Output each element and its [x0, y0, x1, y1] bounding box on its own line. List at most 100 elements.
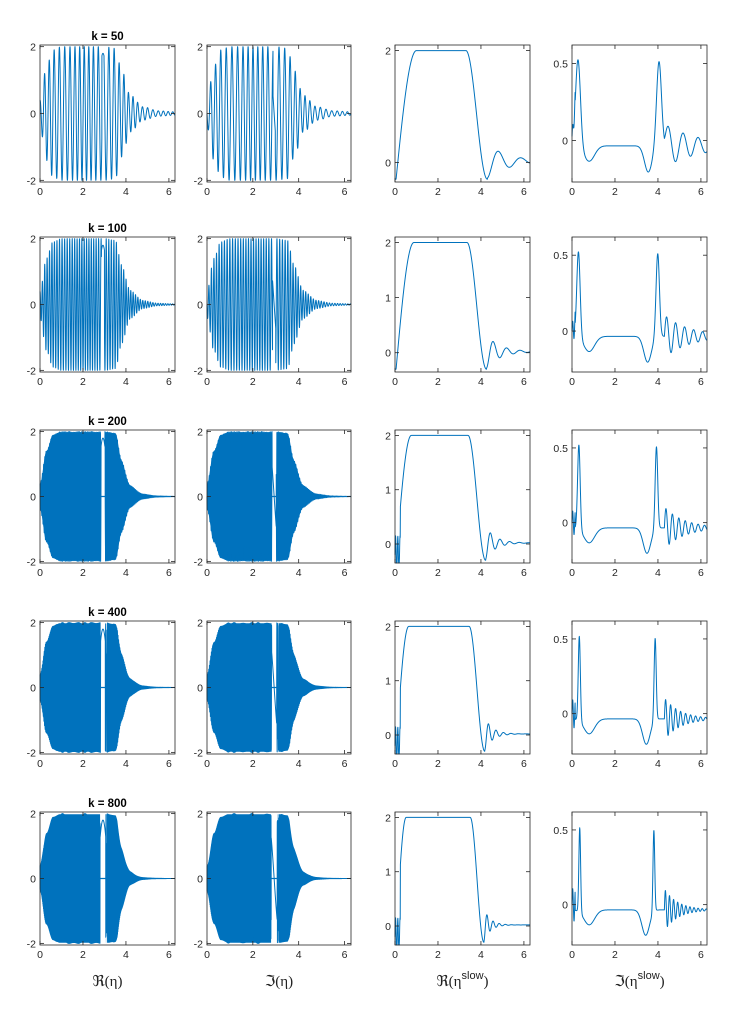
x-tick-label: 6 — [698, 949, 704, 961]
x-tick-label: 4 — [478, 376, 484, 388]
x-tick-label: 4 — [655, 949, 661, 961]
x-tick-label: 6 — [166, 949, 172, 961]
x-tick-label: 4 — [123, 186, 129, 198]
signal-trace — [206, 431, 352, 562]
signal-trace — [39, 622, 176, 753]
axes-box — [394, 44, 531, 183]
x-tick-label: 2 — [80, 186, 86, 198]
y-tick-label: 2 — [197, 427, 203, 439]
y-tick-label: 0.5 — [553, 634, 568, 646]
x-tick-label: 0 — [392, 949, 398, 961]
x-tick-label: 0 — [37, 949, 43, 961]
y-tick-label: 0.5 — [553, 443, 568, 455]
panel-r3-c4: 0 2 4 6 0 0.5 — [553, 429, 708, 579]
x-tick-label: 2 — [80, 376, 86, 388]
y-tick-label: 2 — [30, 618, 36, 630]
axes-box — [571, 429, 708, 564]
panel-r2-c4: 0 2 4 6 0 0.5 — [553, 236, 708, 388]
signal-trace — [394, 50, 531, 180]
x-tick-label: 4 — [478, 567, 484, 579]
y-tick-label: 0 — [385, 348, 391, 360]
signal-trace — [206, 238, 352, 371]
y-tick-label: 0 — [562, 900, 568, 912]
x-tick-label: 6 — [698, 758, 704, 770]
row-title: k = 200 — [88, 416, 127, 428]
x-tick-label: 6 — [166, 376, 172, 388]
x-tick-label: 2 — [80, 949, 86, 961]
x-tick-label: 0 — [392, 376, 398, 388]
x-tick-label: 2 — [435, 186, 441, 198]
x-tick-label: 2 — [250, 949, 256, 961]
signal-trace — [39, 431, 176, 562]
x-tick-label: 6 — [521, 758, 527, 770]
panel-r4-c2: 0 2 4 6-202 — [194, 618, 352, 770]
panel-r3-c3: 0 2 4 6 0 1 2 — [385, 429, 531, 579]
y-tick-label: 0 — [562, 518, 568, 530]
y-tick-label: 0.5 — [553, 250, 568, 262]
x-tick-label: 4 — [296, 376, 302, 388]
y-tick-label: 2 — [30, 234, 36, 246]
y-tick-label: 0.5 — [553, 58, 568, 70]
column-label: ℜ(η) — [92, 974, 122, 990]
x-tick-label: 2 — [612, 949, 618, 961]
y-tick-label: 2 — [385, 430, 391, 442]
y-tick-label: 2 — [197, 809, 203, 821]
y-tick-label: 0 — [197, 492, 203, 504]
signal-trace — [39, 46, 176, 181]
x-tick-label: 2 — [612, 758, 618, 770]
x-tick-label: 2 — [250, 758, 256, 770]
panel-r1-c3: 0 2 4 6 0 2 — [385, 44, 531, 198]
y-tick-label: 0 — [562, 709, 568, 721]
x-tick-label: 0 — [569, 949, 575, 961]
y-tick-label: -2 — [27, 175, 36, 187]
x-tick-label: 0 — [569, 186, 575, 198]
x-tick-label: 2 — [612, 376, 618, 388]
panel-r2-c2: 0 2 4 6-202 — [194, 234, 352, 388]
row-title: k = 100 — [88, 223, 127, 235]
axes-box — [394, 429, 531, 564]
x-tick-label: 4 — [478, 949, 484, 961]
x-tick-label: 0 — [392, 758, 398, 770]
axes-box — [571, 44, 708, 183]
y-tick-label: 2 — [197, 618, 203, 630]
signal-trace — [39, 813, 176, 944]
x-tick-label: 6 — [166, 567, 172, 579]
y-tick-label: 0 — [30, 874, 36, 886]
x-tick-label: 6 — [521, 186, 527, 198]
y-tick-label: 0 — [385, 157, 391, 169]
signal-trace — [394, 242, 531, 370]
x-tick-label: 0 — [204, 758, 210, 770]
y-tick-label: 0 — [197, 683, 203, 695]
y-tick-label: 0 — [30, 109, 36, 121]
x-tick-label: 4 — [655, 186, 661, 198]
signal-trace — [206, 622, 352, 753]
x-tick-label: 2 — [435, 949, 441, 961]
y-tick-label: 2 — [30, 427, 36, 439]
y-tick-label: 2 — [30, 42, 36, 54]
x-tick-label: 0 — [204, 376, 210, 388]
x-tick-label: 2 — [435, 758, 441, 770]
y-tick-label: 0.5 — [553, 825, 568, 837]
x-tick-label: 4 — [123, 758, 129, 770]
y-tick-label: 0 — [385, 921, 391, 933]
x-tick-label: 6 — [342, 567, 348, 579]
y-tick-label: -2 — [194, 556, 203, 568]
x-tick-label: 6 — [342, 186, 348, 198]
y-tick-label: -2 — [27, 747, 36, 759]
signal-trace — [571, 444, 708, 554]
x-tick-label: 6 — [521, 376, 527, 388]
y-tick-label: 0 — [385, 539, 391, 551]
y-tick-label: 0 — [197, 874, 203, 886]
x-tick-label: 6 — [342, 949, 348, 961]
y-tick-label: 0 — [562, 326, 568, 338]
panel-r4-c4: 0 2 4 6 0 0.5 — [553, 620, 708, 770]
x-tick-label: 0 — [37, 758, 43, 770]
column-label: ℜ(ηslow) — [436, 970, 488, 990]
signal-trace — [571, 251, 708, 363]
signal-trace — [571, 635, 708, 745]
axes-box — [571, 236, 708, 373]
x-tick-label: 0 — [204, 186, 210, 198]
